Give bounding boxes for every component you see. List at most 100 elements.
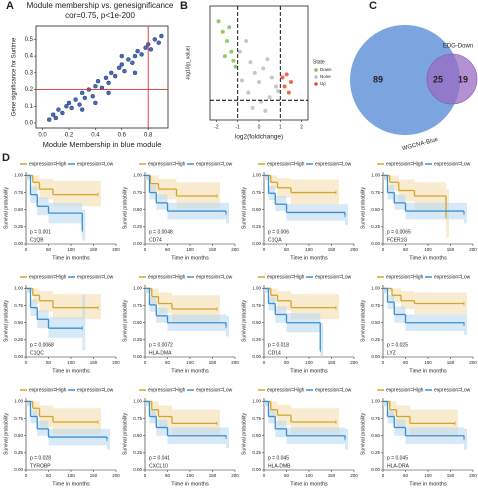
x-tick-label: 100 [305, 360, 313, 365]
x-tick-label: 150 [328, 247, 336, 252]
ci-band [107, 428, 110, 450]
y-tick-label: 1.00 [371, 286, 380, 291]
ci-band [26, 401, 31, 407]
y-tick-label: 0.00 [133, 467, 142, 472]
legend-label: None [320, 74, 331, 79]
y-axis-label: Survival probability [360, 300, 366, 342]
x-tick-label: 200 [231, 247, 239, 252]
point [152, 37, 158, 42]
y-tick-label: 0.50 [14, 433, 23, 438]
y-tick-label: 0.0 [25, 121, 34, 127]
legend-title: State [313, 59, 325, 65]
x-tick-label: 100 [424, 473, 432, 478]
p-value: p = 0.0068 [30, 342, 54, 348]
x-tick-label: 100 [67, 247, 75, 252]
point [143, 45, 148, 50]
y-tick-label: 0.1 [25, 104, 34, 110]
legend-label: expression=Low [196, 387, 233, 393]
ci-band [464, 202, 467, 224]
p-value: p = 0.006 [268, 229, 289, 235]
ci-band [455, 409, 458, 436]
legend-label: expression=Low [77, 387, 114, 393]
legend-swatch [314, 68, 318, 72]
panel-label: B [180, 0, 188, 12]
point [82, 95, 88, 101]
x-axis-label: Time in months [52, 255, 90, 261]
x-tick-label: 100 [67, 473, 75, 478]
x-tick-label: 200 [112, 360, 120, 365]
point [237, 49, 242, 54]
point [130, 60, 135, 65]
point [95, 78, 101, 84]
x-tick-label: -2 [214, 124, 219, 130]
legend-label: Down [320, 67, 332, 72]
y-tick-label: 0.75 [252, 416, 261, 421]
gene-name: CXCL10 [149, 463, 168, 469]
point [263, 108, 268, 113]
legend-label: expression=Low [434, 161, 471, 167]
x-tick-label: 0 [382, 360, 385, 365]
point [280, 75, 285, 80]
x-tick-label: 100 [424, 247, 432, 252]
point [126, 57, 131, 62]
y-axis-label: Survival probability [241, 300, 247, 342]
y-tick-label: 0.75 [133, 416, 142, 421]
p-value: p = 0.045 [387, 455, 408, 461]
point [135, 48, 140, 54]
x-axis-label: Time in months [52, 481, 90, 487]
y-tick-label: 0.50 [252, 433, 261, 438]
gene-name: FCER1G [387, 237, 407, 243]
y-tick-label: 0.75 [133, 303, 142, 308]
panel-label: A [6, 0, 14, 12]
gene-name: CD74 [149, 237, 162, 243]
legend-label: Up [320, 81, 326, 86]
ci-band [264, 175, 269, 181]
y-tick-label: 0.50 [371, 433, 380, 438]
y-tick-label: 0.50 [133, 433, 142, 438]
x-tick-label: 100 [67, 360, 75, 365]
point [282, 84, 287, 89]
x-tick-label: 100 [186, 360, 194, 365]
x-tick-label: 200 [350, 360, 358, 365]
point [93, 100, 98, 106]
ci-band [291, 179, 336, 205]
ci-band [264, 401, 269, 407]
y-axis-label: Survival probability [3, 187, 9, 229]
legend-label: expression=Low [196, 274, 233, 280]
x-axis-label: Time in months [409, 255, 447, 261]
ci-band [336, 408, 339, 435]
point [288, 80, 293, 84]
legend-swatch [314, 75, 318, 79]
y-tick-label: 0.25 [371, 450, 380, 455]
y-tick-label: 0.25 [14, 337, 23, 342]
ci-band [82, 209, 86, 241]
ci-band [156, 194, 168, 210]
legend-label: expression=High [29, 274, 67, 280]
point [106, 80, 111, 86]
point [77, 102, 82, 107]
x-tick-label: 200 [350, 247, 358, 252]
p-value: p = 0.028 [30, 455, 51, 461]
x-tick-label: 150 [209, 360, 217, 365]
ci-band [26, 175, 31, 181]
point [79, 90, 85, 96]
legend-label: expression=High [29, 161, 67, 167]
point [64, 104, 69, 109]
y-tick-label: 0.25 [371, 337, 380, 342]
y-tick-label: 1.00 [252, 399, 261, 404]
point [274, 84, 279, 89]
point [261, 66, 266, 71]
y-tick-label: 0.50 [371, 320, 380, 325]
ci-band [226, 315, 229, 337]
x-axis-label: Time in months [171, 481, 209, 487]
x-tick-label: 0.8 [144, 133, 153, 139]
y-axis-label: Survival probability [122, 187, 128, 229]
y-tick-label: 0.4 [25, 54, 34, 60]
x-axis-label: Time in months [409, 368, 447, 374]
x-axis-label: Time in months [290, 255, 328, 261]
point [257, 80, 261, 84]
x-tick-label: 200 [350, 473, 358, 478]
x-tick-label: 100 [186, 473, 194, 478]
legend-label: expression=High [386, 274, 424, 280]
point [159, 33, 164, 39]
